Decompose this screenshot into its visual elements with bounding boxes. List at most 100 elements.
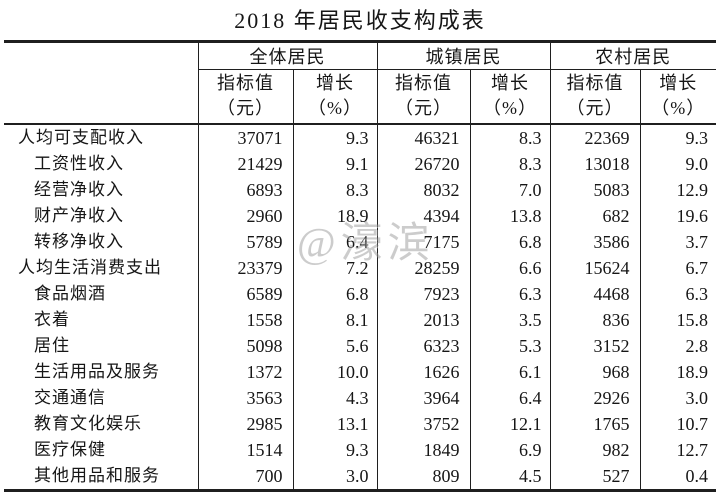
- rural-value-cell: 982: [549, 436, 640, 463]
- rural-growth-cell: 6.7: [639, 254, 716, 281]
- rural-growth-cell: 9.0: [639, 150, 716, 177]
- overall-value-cell: 1372: [197, 358, 293, 385]
- overall-growth-cell: 9.3: [292, 436, 377, 463]
- overall-growth-cell: 18.9: [292, 202, 377, 229]
- overall-growth-cell: 9.3: [292, 123, 377, 151]
- rural-value-cell: 3152: [549, 332, 640, 359]
- rural-value-cell: 2926: [549, 384, 640, 411]
- urban-value-cell: 3964: [376, 384, 470, 411]
- table-row: 医疗保健 1514 9.3 1849 6.9 982 12.7: [4, 436, 716, 463]
- rural-growth-cell: 12.7: [639, 436, 716, 463]
- growth-header-line2: （%）: [308, 98, 362, 119]
- growth-header-line1: 增长: [316, 73, 354, 94]
- row-label-cell: 教育文化娱乐: [34, 413, 142, 433]
- rural-growth-cell: 12.9: [639, 176, 716, 203]
- table-row: 人均可支配收入 37071 9.3 46321 8.3 22369 9.3: [4, 123, 716, 151]
- table-row: 经营净收入 6893 8.3 8032 7.0 5083 12.9: [4, 176, 716, 203]
- urban-value-cell: 7175: [376, 228, 470, 255]
- overall-growth-cell: 8.3: [292, 176, 377, 203]
- overall-value-cell: 23379: [197, 254, 293, 281]
- urban-value-cell: 26720: [376, 150, 470, 177]
- row-label-cell: 交通通信: [34, 387, 106, 407]
- sub-header-row: 指标值 （元） 增长 （%） 指标值 （元） 增长 （%） 指标值 （元）: [4, 69, 716, 125]
- row-label-cell: 转移净收入: [34, 231, 124, 251]
- rural-growth-header: 增长 （%）: [639, 69, 716, 125]
- row-label-cell: 食品烟酒: [34, 283, 106, 303]
- urban-value-cell: 809: [376, 462, 470, 490]
- value-header-line2: （元）: [566, 98, 624, 119]
- urban-growth-cell: 3.5: [469, 306, 550, 333]
- overall-growth-cell: 4.3: [292, 384, 377, 411]
- rural-growth-cell: 9.3: [639, 123, 716, 151]
- urban-growth-cell: 6.4: [469, 384, 550, 411]
- overall-value-cell: 21429: [197, 150, 293, 177]
- urban-growth-cell: 7.0: [469, 176, 550, 203]
- table-row: 其他用品和服务 700 3.0 809 4.5 527 0.4: [4, 462, 716, 490]
- rural-growth-cell: 15.8: [639, 306, 716, 333]
- value-header-line2: （元）: [217, 98, 274, 119]
- table-header: 全体居民 城镇居民 农村居民 指标值 （元） 增长 （%） 指标值 （元）: [4, 41, 716, 125]
- row-label-cell: 财产净收入: [34, 205, 124, 225]
- overall-value-cell: 2960: [197, 202, 293, 229]
- row-label-cell: 其他用品和服务: [34, 465, 160, 485]
- overall-growth-cell: 7.2: [292, 254, 377, 281]
- table-row: 生活用品及服务 1372 10.0 1626 6.1 968 18.9: [4, 358, 716, 385]
- row-label-cell: 居住: [34, 335, 70, 355]
- urban-growth-cell: 13.8: [469, 202, 550, 229]
- overall-value-cell: 6893: [197, 176, 293, 203]
- rural-growth-cell: 10.7: [639, 410, 716, 437]
- overall-growth-cell: 6.8: [292, 280, 377, 307]
- urban-growth-cell: 6.6: [469, 254, 550, 281]
- overall-growth-header: 增长 （%）: [292, 69, 377, 125]
- rural-value-cell: 13018: [549, 150, 640, 177]
- row-label-cell: 人均可支配收入: [18, 127, 144, 147]
- overall-value-header: 指标值 （元）: [197, 69, 293, 125]
- group-header-urban: 城镇居民: [376, 41, 550, 70]
- row-label-cell: 生活用品及服务: [34, 361, 160, 381]
- table-row: 工资性收入 21429 9.1 26720 8.3 13018 9.0: [4, 150, 716, 177]
- table-row: 食品烟酒 6589 6.8 7923 6.3 4468 6.3: [4, 280, 716, 307]
- overall-value-cell: 1514: [197, 436, 293, 463]
- row-label-cell: 医疗保健: [34, 439, 106, 459]
- overall-value-cell: 6589: [197, 280, 293, 307]
- table-row: 教育文化娱乐 2985 13.1 3752 12.1 1765 10.7: [4, 410, 716, 437]
- rural-growth-cell: 3.0: [639, 384, 716, 411]
- rural-value-cell: 968: [549, 358, 640, 385]
- table-row: 居住 5098 5.6 6323 5.3 3152 2.8: [4, 332, 716, 359]
- overall-growth-cell: 3.0: [292, 462, 377, 490]
- urban-value-cell: 46321: [376, 123, 470, 151]
- rural-growth-cell: 3.7: [639, 228, 716, 255]
- urban-value-cell: 1626: [376, 358, 470, 385]
- growth-header-line1: 增长: [659, 73, 698, 94]
- growth-header-line2: （%）: [483, 98, 537, 119]
- rural-value-cell: 527: [549, 462, 640, 490]
- value-header-line2: （元）: [395, 98, 452, 119]
- urban-growth-cell: 6.9: [469, 436, 550, 463]
- rural-value-cell: 22369: [549, 123, 640, 151]
- urban-value-cell: 7923: [376, 280, 470, 307]
- overall-value-cell: 700: [197, 462, 293, 490]
- rural-growth-cell: 18.9: [639, 358, 716, 385]
- rural-value-cell: 682: [549, 202, 640, 229]
- urban-growth-cell: 8.3: [469, 150, 550, 177]
- rural-growth-cell: 19.6: [639, 202, 716, 229]
- table-row: 交通通信 3563 4.3 3964 6.4 2926 3.0: [4, 384, 716, 411]
- overall-value-cell: 5789: [197, 228, 293, 255]
- income-table: 全体居民 城镇居民 农村居民 指标值 （元） 增长 （%） 指标值 （元）: [4, 40, 716, 492]
- urban-value-header: 指标值 （元）: [376, 69, 470, 125]
- value-header-line1: 指标值: [395, 73, 452, 94]
- rural-value-cell: 15624: [549, 254, 640, 281]
- overall-growth-cell: 5.6: [292, 332, 377, 359]
- overall-value-cell: 3563: [197, 384, 293, 411]
- group-header-overall: 全体居民: [197, 41, 377, 70]
- urban-value-cell: 28259: [376, 254, 470, 281]
- overall-growth-cell: 8.1: [292, 306, 377, 333]
- table-row: 财产净收入 2960 18.9 4394 13.8 682 19.6: [4, 202, 716, 229]
- growth-header-line1: 增长: [491, 73, 529, 94]
- row-label-cell: 人均生活消费支出: [18, 257, 162, 277]
- rural-value-cell: 3586: [549, 228, 640, 255]
- rural-growth-cell: 6.3: [639, 280, 716, 307]
- corner-cell: [4, 41, 198, 125]
- group-header-row: 全体居民 城镇居民 农村居民: [4, 41, 716, 125]
- urban-growth-cell: 4.5: [469, 462, 550, 490]
